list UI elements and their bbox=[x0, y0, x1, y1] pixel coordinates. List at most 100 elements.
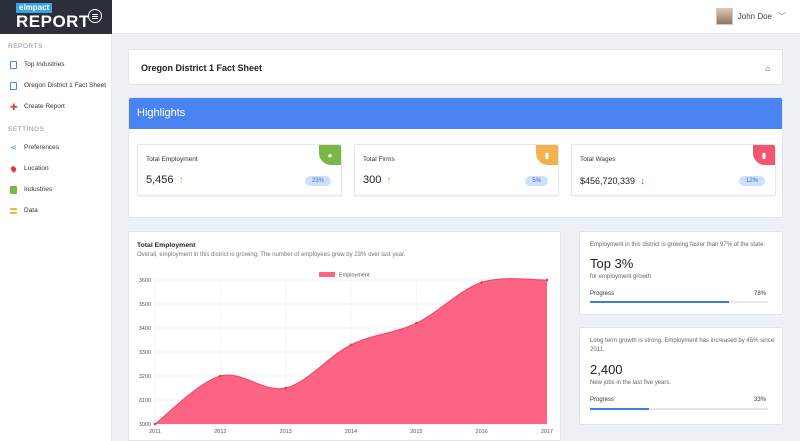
y-tick-label: 3500 bbox=[139, 302, 151, 308]
stat-badge: 12% bbox=[738, 176, 765, 186]
sidebar: REPORTS Top Industries Oregon District 1… bbox=[0, 34, 112, 441]
trend-up-icon: ↑ bbox=[178, 175, 184, 186]
card-description: Employment in this district is growing f… bbox=[590, 242, 766, 248]
progress-fill bbox=[590, 408, 649, 410]
card-note: for employment growth bbox=[590, 274, 652, 280]
document-icon bbox=[10, 60, 17, 69]
chart-subtitle: Overall, employment in this district is … bbox=[137, 252, 406, 258]
sidebar-item-top-industries[interactable]: Top Industries bbox=[0, 54, 111, 75]
sidebar-item-label: Preferences bbox=[24, 144, 60, 151]
share-icon: ⋖ bbox=[10, 142, 17, 152]
y-tick-label: 3600 bbox=[139, 278, 151, 284]
y-tick-label: 3200 bbox=[139, 374, 151, 380]
stat-title: Total Employment bbox=[146, 156, 198, 163]
document-icon bbox=[10, 81, 17, 90]
person-icon: ● bbox=[319, 145, 341, 165]
card-description: Long term growth is strong. Employment h… bbox=[590, 338, 775, 353]
data-point bbox=[415, 321, 418, 325]
database-icon bbox=[10, 207, 17, 214]
stat-card-firms: ▮ Total Firms 300 ↑ 5% bbox=[354, 144, 559, 196]
progress-label: Progress bbox=[590, 397, 615, 403]
sidebar-item-location[interactable]: Location bbox=[0, 158, 111, 179]
chart-title: Total Employment bbox=[137, 242, 196, 249]
employment-chart: 3000 3100 3200 3300 3400 3500 3600 2011 2012 2013… bbox=[139, 272, 553, 435]
x-tick-label: 2013 bbox=[280, 429, 292, 435]
y-tick-label: 3100 bbox=[139, 398, 151, 404]
progress-label: Progress bbox=[590, 291, 615, 297]
sidebar-item-label: Top Industries bbox=[24, 61, 65, 68]
sidebar-item-label: Data bbox=[24, 207, 38, 214]
page-title: Oregon District 1 Fact Sheet bbox=[141, 63, 263, 73]
sidebar-item-label: Location bbox=[24, 165, 49, 172]
x-tick-label: 2016 bbox=[476, 429, 488, 435]
highlights-title: Highlights bbox=[129, 98, 782, 129]
brand-logo-big[interactable]: REPORT bbox=[16, 12, 90, 31]
x-tick-label: 2017 bbox=[541, 429, 553, 435]
x-tick-label: 2014 bbox=[345, 429, 357, 435]
sidebar-item-industries[interactable]: Industries bbox=[0, 179, 111, 200]
sidebar-item-label: Create Report bbox=[24, 103, 65, 110]
plus-icon: ✚ bbox=[10, 101, 18, 112]
card-headline: Top 3% bbox=[590, 256, 634, 271]
stat-value: $456,720,339 ↓ bbox=[580, 176, 646, 187]
employment-area bbox=[155, 278, 547, 424]
menu-toggle-icon[interactable] bbox=[88, 9, 102, 23]
brand-logo-small: eimpact bbox=[16, 3, 53, 13]
sidebar-section-settings: SETTINGS bbox=[8, 126, 45, 133]
progress-bar bbox=[590, 408, 768, 410]
highlights-panel: Highlights ● Total Employment 5,456 ↑ 23%… bbox=[128, 97, 783, 218]
stat-card-wages: ▮ Total Wages $456,720,339 ↓ 12% bbox=[571, 144, 776, 196]
growth-rank-card: Employment in this district is growing f… bbox=[579, 231, 783, 315]
progress-value: 78% bbox=[753, 291, 766, 297]
clipboard-icon: ▮ bbox=[753, 145, 775, 165]
legend-label: Employment bbox=[339, 273, 370, 279]
sidebar-section-reports: REPORTS bbox=[8, 43, 43, 50]
trend-down-icon: ↓ bbox=[640, 176, 646, 187]
user-menu[interactable]: John Doe ﹀ bbox=[715, 7, 786, 25]
x-tick-label: 2011 bbox=[149, 429, 161, 435]
card-note: New jobs in the last five years. bbox=[590, 380, 672, 386]
sidebar-item-label: Industries bbox=[24, 186, 53, 193]
legend-swatch bbox=[319, 272, 335, 277]
sidebar-item-data[interactable]: Data bbox=[0, 200, 111, 221]
data-point bbox=[545, 278, 549, 282]
y-tick-label: 3400 bbox=[139, 326, 151, 332]
y-tick-label: 3300 bbox=[139, 350, 151, 356]
sidebar-item-preferences[interactable]: ⋖ Preferences bbox=[0, 137, 111, 158]
page-header: Oregon District 1 Fact Sheet ⌂ bbox=[128, 49, 783, 85]
home-icon[interactable]: ⌂ bbox=[765, 64, 770, 73]
chevron-down-icon: ﹀ bbox=[778, 11, 786, 21]
card-headline: 2,400 bbox=[590, 362, 623, 377]
data-point bbox=[349, 343, 353, 347]
progress-fill bbox=[590, 301, 729, 303]
data-point bbox=[480, 281, 483, 284]
avatar bbox=[715, 7, 733, 25]
stat-value: 5,456 ↑ bbox=[146, 174, 184, 186]
brand: eimpact REPORT bbox=[0, 0, 112, 34]
user-name: John Doe bbox=[737, 11, 772, 21]
data-point bbox=[153, 422, 157, 426]
stat-badge: 23% bbox=[304, 176, 331, 186]
location-pin-icon bbox=[9, 164, 18, 173]
trend-up-icon: ↑ bbox=[386, 175, 392, 186]
data-point bbox=[284, 386, 287, 390]
sidebar-item-label: Oregon District 1 Fact Sheet bbox=[24, 82, 107, 89]
y-tick-label: 3000 bbox=[139, 422, 151, 428]
stat-title: Total Wages bbox=[580, 156, 616, 163]
data-point bbox=[219, 374, 222, 378]
progress-value: 33% bbox=[753, 397, 766, 403]
progress-bar bbox=[590, 301, 768, 303]
bookmark-icon bbox=[10, 185, 17, 194]
sidebar-item-create-report[interactable]: ✚ Create Report bbox=[0, 96, 111, 117]
sidebar-item-fact-sheet[interactable]: Oregon District 1 Fact Sheet bbox=[0, 75, 111, 96]
stat-title: Total Firms bbox=[363, 156, 395, 163]
jobs-growth-card: Long term growth is strong. Employment h… bbox=[579, 327, 783, 425]
x-tick-label: 2015 bbox=[410, 429, 422, 435]
top-bar: eimpact REPORT John Doe ﹀ bbox=[0, 0, 800, 34]
stat-badge: 5% bbox=[525, 176, 548, 186]
stat-value: 300 ↑ bbox=[363, 174, 392, 186]
stat-card-employment: ● Total Employment 5,456 ↑ 23% bbox=[137, 144, 342, 196]
document-icon: ▮ bbox=[536, 145, 558, 165]
employment-chart-panel: Total Employment Overall, employment in … bbox=[128, 231, 561, 441]
x-tick-label: 2012 bbox=[214, 429, 226, 435]
